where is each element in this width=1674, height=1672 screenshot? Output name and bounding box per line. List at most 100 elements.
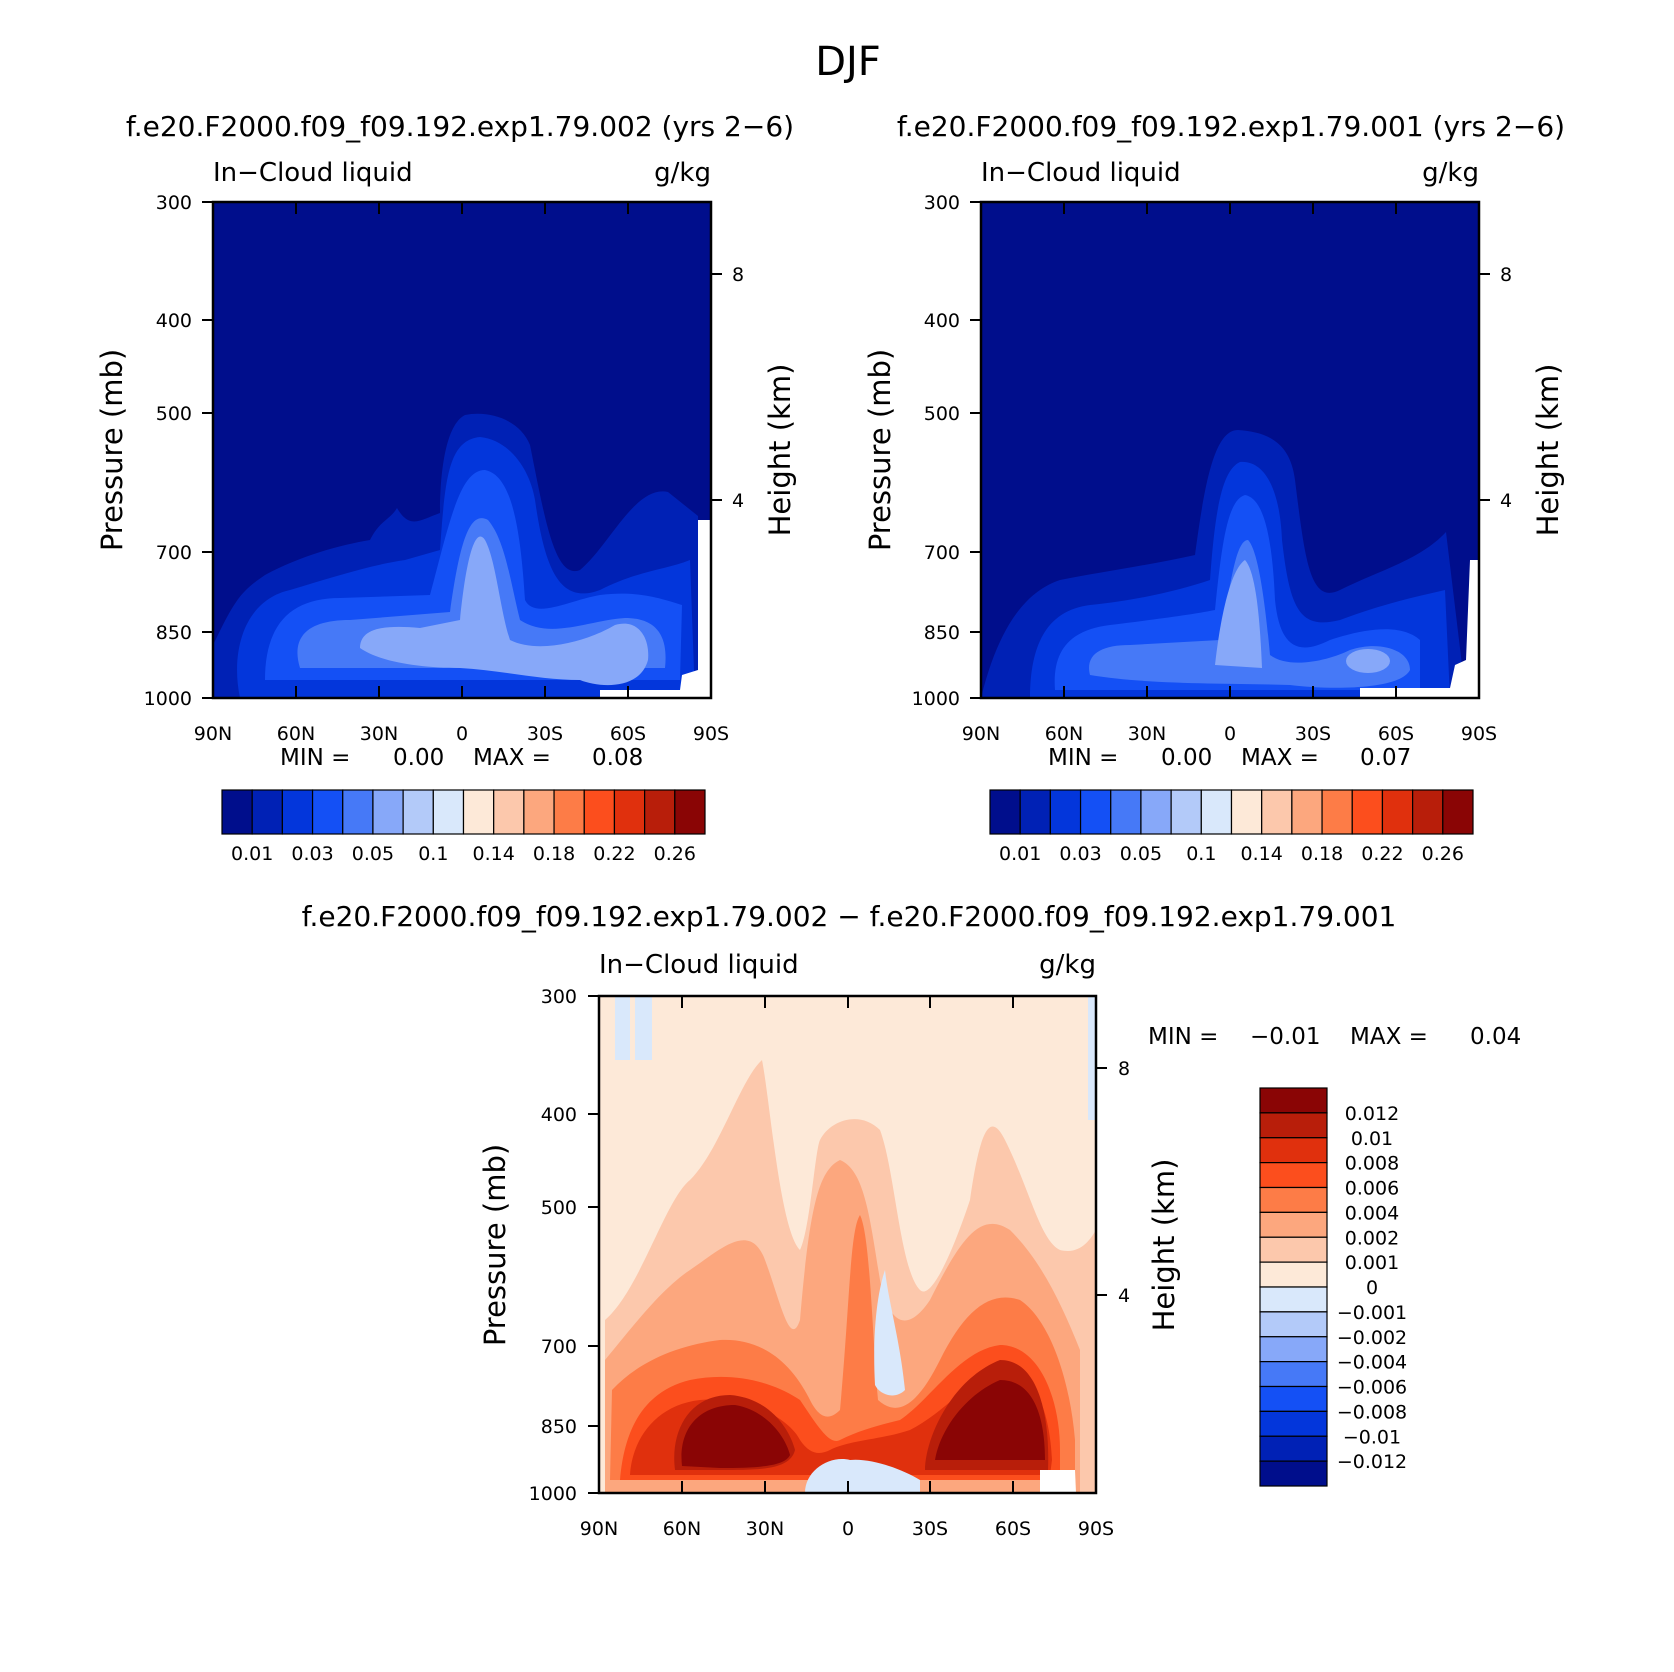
panel-2-ytick: 700 — [924, 542, 960, 564]
panel-2-xtick: 60N — [1045, 723, 1083, 745]
colorbar-label: 0.03 — [291, 843, 333, 865]
panel-2-xtick: 30N — [1128, 723, 1166, 745]
panel-3-negative-surface — [805, 1459, 920, 1493]
colorbar-swatch — [674, 789, 706, 835]
colorbar-swatch — [1259, 1162, 1328, 1189]
panel-1-y2label: Height (km) — [763, 364, 797, 537]
panel-2-ylabel: Pressure (mb) — [863, 349, 897, 551]
colorbar-swatch — [1259, 1361, 1328, 1388]
colorbar-label: −0.002 — [1337, 1327, 1407, 1349]
panel-1-units: g/kg — [654, 158, 711, 188]
panel-3-ylabel: Pressure (mb) — [478, 1144, 512, 1346]
panel-2-ytick: 300 — [924, 192, 960, 214]
panel-3-y2label: Height (km) — [1147, 1159, 1181, 1332]
panel-1-xtick: 90N — [194, 723, 232, 745]
colorbar-swatch — [1110, 789, 1142, 835]
colorbar-label: 0.14 — [473, 843, 515, 865]
colorbar-label: 0.22 — [593, 843, 635, 865]
panel-3-y2tick: 4 — [1118, 1285, 1130, 1307]
colorbar-swatch — [644, 789, 676, 835]
panel-2-y2tick: 4 — [1500, 490, 1512, 512]
panel-3-negative-tropics — [874, 1270, 905, 1396]
panel-2-field — [981, 202, 1479, 698]
panel-1-y2tick: 8 — [732, 264, 744, 286]
panel-2-title: f.e20.F2000.f09_f09.192.exp1.79.001 (yrs… — [897, 110, 1565, 143]
colorbar-swatch — [613, 789, 646, 835]
colorbar-label: 0.004 — [1345, 1202, 1399, 1224]
colorbar-label: −0.004 — [1337, 1352, 1407, 1374]
colorbar-label: 0.14 — [1241, 843, 1283, 865]
figure-title: DJF — [815, 39, 881, 85]
panel-2-ytick: 1000 — [912, 688, 960, 710]
colorbar-label: 0.002 — [1345, 1227, 1399, 1249]
colorbar-swatch — [402, 789, 434, 835]
panel-2-missing-data — [1360, 560, 1479, 698]
colorbar-swatch — [1049, 789, 1082, 835]
colorbar-swatch — [583, 789, 616, 835]
colorbar-label: −0.001 — [1337, 1302, 1407, 1324]
colorbar-swatch — [1321, 789, 1353, 835]
panel-1-colorbar: 0.01 0.03 0.05 0.1 0.14 0.18 0.22 0.26 — [221, 789, 706, 865]
panel-3-title: f.e20.F2000.f09_f09.192.exp1.79.002 − f.… — [302, 900, 1397, 933]
colorbar-swatch — [1381, 789, 1414, 835]
panel-3-ytick: 1000 — [529, 1483, 577, 1505]
panel-2-xtick: 30S — [1295, 723, 1331, 745]
colorbar-swatch — [1259, 1311, 1328, 1338]
panel-1-max-label: MAX = — [473, 745, 551, 771]
colorbar-swatch — [1259, 1410, 1328, 1437]
colorbar-label: 0.01 — [231, 843, 273, 865]
colorbar-swatch — [1259, 1236, 1328, 1263]
panel-3-ytick: 700 — [541, 1336, 577, 1358]
panel-2-xtick: 0 — [1224, 723, 1236, 745]
colorbar-swatch — [1200, 789, 1233, 835]
colorbar-swatch — [462, 789, 495, 835]
colorbar-label: 0.05 — [1120, 843, 1162, 865]
panel-2-max-label: MAX = — [1241, 745, 1319, 771]
panel-3-left-label: In−Cloud liquid — [599, 950, 799, 980]
panel-3-ytick: 850 — [541, 1416, 577, 1438]
colorbar-swatch — [1259, 1211, 1328, 1238]
colorbar-swatch — [1019, 789, 1051, 835]
panel-3-missing-data — [1040, 1470, 1076, 1493]
colorbar-swatch — [1170, 789, 1202, 835]
colorbar-swatch — [1351, 789, 1384, 835]
panel-3-ytick: 400 — [541, 1104, 577, 1126]
colorbar-swatch — [1259, 1460, 1328, 1487]
colorbar-label: −0.01 — [1343, 1426, 1401, 1448]
colorbar-label: −0.006 — [1337, 1377, 1407, 1399]
panel-1-ytick: 850 — [156, 622, 192, 644]
colorbar-swatch — [1412, 789, 1444, 835]
colorbar-label: 0.01 — [1351, 1128, 1393, 1150]
panel-1-xtick: 60N — [277, 723, 315, 745]
panel-3-negative-upper-left — [615, 996, 652, 1060]
panel-3-contour-0.012 — [681, 1380, 1045, 1468]
panel-3-units: g/kg — [1039, 950, 1096, 980]
panel-1-xtick: 90S — [693, 723, 729, 745]
panel-1-xtick: 30S — [527, 723, 563, 745]
panel-2-xtick: 90N — [962, 723, 1000, 745]
colorbar-swatch — [1259, 1435, 1328, 1462]
panel-2-left-label: In−Cloud liquid — [981, 158, 1181, 188]
colorbar-label: 0.001 — [1345, 1252, 1399, 1274]
panel-2: f.e20.F2000.f09_f09.192.exp1.79.001 (yrs… — [863, 110, 1565, 865]
panel-3-xtick: 60S — [995, 1518, 1031, 1540]
colorbar-label: 0 — [1366, 1277, 1378, 1299]
panel-1-missing-data — [600, 520, 711, 698]
panel-2-min-value: 0.00 — [1161, 745, 1212, 771]
panel-2-ytick: 400 — [924, 310, 960, 332]
panel-3-xtick: 0 — [842, 1518, 854, 1540]
panel-3-max-label: MAX = — [1350, 1024, 1428, 1050]
colorbar-swatch — [1442, 789, 1474, 835]
panel-3-min-label: MIN = — [1148, 1024, 1218, 1050]
panel-3-xtick: 90S — [1078, 1518, 1114, 1540]
colorbar-swatch — [372, 789, 404, 835]
panel-1-ytick: 400 — [156, 310, 192, 332]
colorbar-label: −0.008 — [1337, 1401, 1407, 1423]
panel-2-xtick: 60S — [1378, 723, 1414, 745]
colorbar-label: 0.1 — [418, 843, 448, 865]
panel-1-xtick: 60S — [610, 723, 646, 745]
colorbar-swatch — [1259, 1186, 1328, 1213]
panel-2-units: g/kg — [1422, 158, 1479, 188]
panel-3-negative-upper-right — [1088, 996, 1096, 1120]
